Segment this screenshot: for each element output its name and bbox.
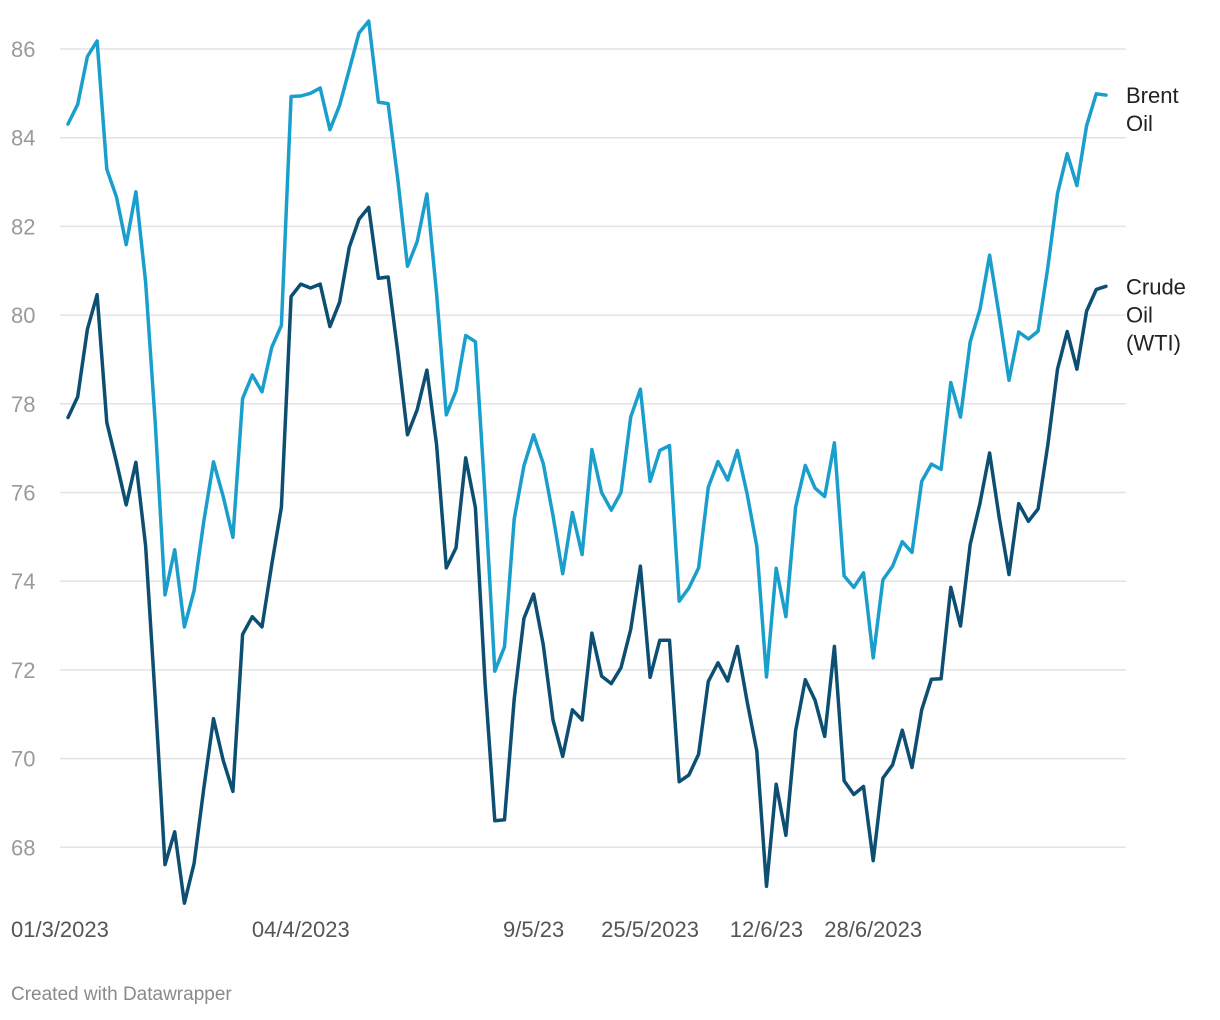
series-labels: Brent Oil Crude Oil (WTI) [1126, 83, 1186, 355]
x-tick-label-3: 25/5/2023 [601, 917, 699, 942]
gridlines [60, 48, 1126, 849]
credit-text: Created with Datawrapper [11, 984, 232, 1005]
series-label-line: (WTI) [1126, 330, 1181, 355]
y-axis-ticks: 68 70 72 74 76 78 80 82 84 86 [11, 37, 35, 860]
series-label-line: Brent [1126, 83, 1179, 108]
series-label-line: Oil [1126, 302, 1153, 327]
x-tick-label-1: 04/4/2023 [252, 917, 350, 942]
y-tick-label-72: 72 [11, 658, 35, 683]
y-tick-label-84: 84 [11, 126, 35, 151]
y-tick-label-80: 80 [11, 303, 35, 328]
x-tick-label-0: 01/3/2023 [11, 917, 109, 942]
series-line-1 [66, 205, 1108, 905]
x-tick-label-4: 12/6/23 [730, 917, 803, 942]
series-line-0 [66, 19, 1108, 679]
series-label-line: Crude [1126, 274, 1186, 299]
y-tick-label-76: 76 [11, 481, 35, 506]
series-label-0: Brent Oil [1126, 83, 1179, 136]
y-tick-label-82: 82 [11, 214, 35, 239]
y-tick-label-78: 78 [11, 392, 35, 417]
x-axis-ticks: 01/3/2023 04/4/2023 9/5/23 25/5/2023 12/6/23… [11, 917, 922, 942]
series-label-line: Oil [1126, 111, 1153, 136]
y-tick-label-70: 70 [11, 747, 35, 772]
series-label-1: Crude Oil (WTI) [1126, 274, 1186, 355]
y-tick-label-86: 86 [11, 37, 35, 62]
y-tick-label-68: 68 [11, 835, 35, 860]
series-lines [66, 19, 1108, 905]
y-tick-label-74: 74 [11, 569, 35, 594]
x-tick-label-2: 9/5/23 [503, 917, 564, 942]
x-tick-label-5: 28/6/2023 [824, 917, 922, 942]
